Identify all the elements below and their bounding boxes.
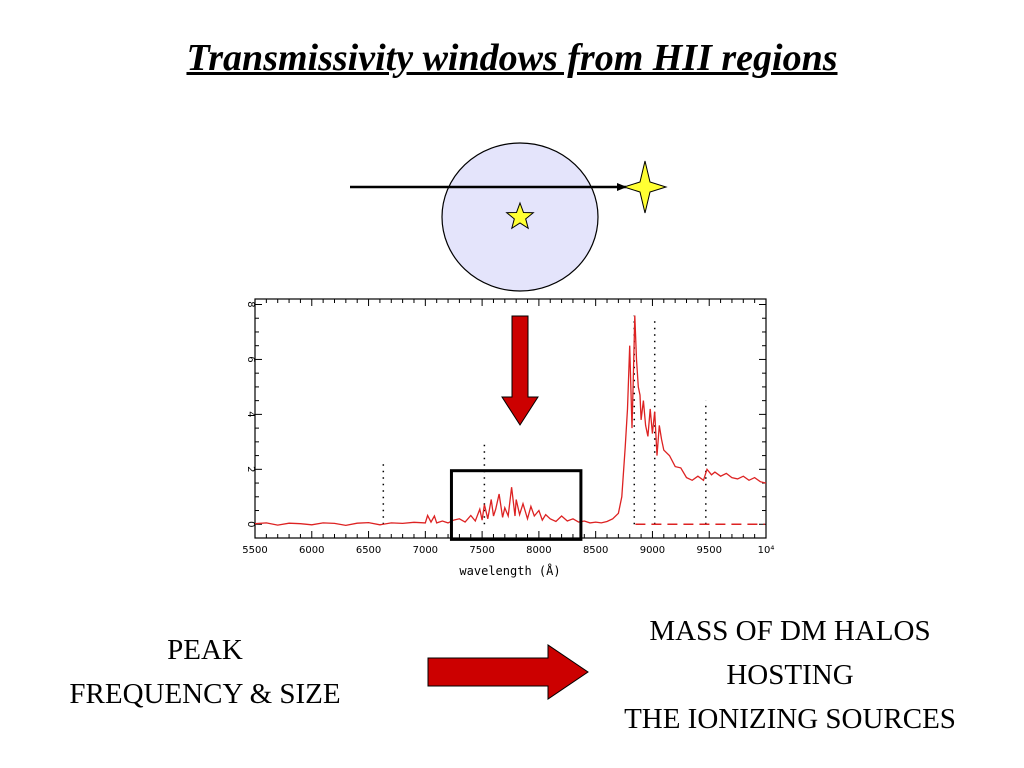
transmissivity-window-box (449, 469, 583, 541)
y-tick-label: 2 (245, 466, 256, 472)
x-tick-label: 7000 (413, 545, 438, 556)
x-tick-label: 9000 (640, 545, 665, 556)
x-tick-label: 10⁴ (758, 545, 775, 556)
x-tick-label: 6000 (299, 545, 324, 556)
y-tick-label: 4 (245, 411, 256, 417)
x-tick-label: 6500 (356, 545, 381, 556)
slide-title: Transmissivity windows from HII regions (186, 37, 838, 79)
axis-ticks (254, 299, 767, 538)
x-tick-label: 7500 (469, 545, 494, 556)
y-tick-label: 8 (245, 301, 256, 307)
right-arrow-icon (427, 644, 589, 700)
right-text-line: THE IONIZING SOURCES (624, 703, 956, 735)
x-axis-title: wavelength (Å) (459, 563, 560, 578)
plot-frame (254, 298, 767, 539)
y-tick-label: 0 (245, 521, 256, 527)
y-tick-label: 6 (245, 356, 256, 362)
down-arrow-icon (501, 315, 539, 426)
x-tick-label: 5500 (242, 545, 267, 556)
x-tick-label: 9500 (696, 545, 721, 556)
peak-frequency-text: PEAK FREQUENCY & SIZE (20, 628, 390, 716)
dotted-reference-lines (382, 315, 707, 525)
x-tick-label: 8000 (526, 545, 551, 556)
x-tick-label: 8500 (583, 545, 608, 556)
right-text-line: HOSTING (726, 659, 854, 691)
x-tick-labels: 5500 6000 6500 7000 7500 8000 8500 9000 9500 10⁴ (242, 545, 774, 556)
right-text-line: MASS OF DM HALOS (649, 615, 931, 647)
ionizing-source-star-icon (505, 201, 535, 230)
spectrum-chart: 5500 6000 6500 7000 7500 8000 8500 9000 9500 10⁴ … (242, 298, 774, 578)
spectrum-series-line (254, 315, 767, 527)
background-source-star-icon (622, 160, 668, 214)
left-text-line: FREQUENCY & SIZE (69, 678, 341, 710)
y-tick-labels: 0 2 4 6 8 (245, 301, 256, 527)
left-text-line: PEAK (167, 634, 243, 666)
dm-halo-mass-text: MASS OF DM HALOS HOSTING THE IONIZING SO… (590, 609, 990, 741)
